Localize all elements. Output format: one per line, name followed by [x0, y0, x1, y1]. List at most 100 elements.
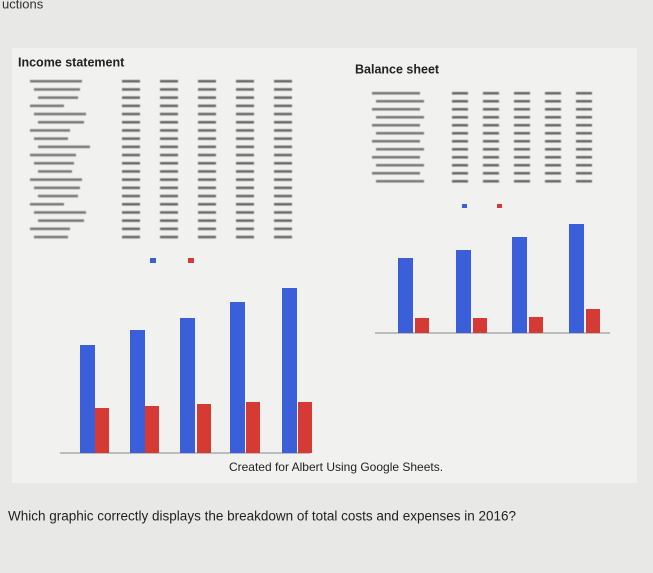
blurred-cell	[274, 170, 292, 173]
blurred-cell	[198, 137, 216, 140]
blurred-cell	[34, 88, 80, 91]
question: Which graphic correctly displays the bre…	[8, 509, 516, 524]
blurred-cell	[198, 104, 216, 108]
blurred-cell	[545, 148, 561, 151]
blurred-cell	[236, 203, 254, 206]
bar	[246, 402, 260, 453]
blurred-cell	[122, 104, 140, 108]
blurred-cell	[236, 88, 254, 91]
blurred-cell	[236, 112, 254, 116]
blurred-cell	[122, 112, 140, 116]
blurred-cell	[236, 211, 254, 214]
bar	[415, 318, 429, 333]
blurred-cell	[160, 219, 178, 222]
blurred-cell	[236, 178, 254, 181]
blurred-cell	[274, 162, 292, 165]
bar	[145, 406, 159, 453]
blurred-cell	[576, 116, 592, 119]
blurred-cell	[514, 156, 530, 159]
blurred-cell	[483, 92, 499, 95]
blurred-cell	[274, 211, 292, 214]
blurred-cell	[160, 145, 178, 149]
bar	[473, 318, 487, 333]
blurred-cell	[236, 96, 254, 99]
legend-swatch	[150, 258, 156, 263]
blurred-cell	[122, 227, 140, 231]
blurred-cell	[198, 186, 216, 190]
caption: Created for Albert Using Google Sheets.	[229, 460, 443, 474]
blurred-cell	[274, 219, 292, 222]
blurred-cell	[514, 100, 530, 103]
bar	[398, 258, 413, 333]
blurred-cell	[376, 132, 424, 135]
blurred-cell	[545, 172, 561, 175]
blurred-cell	[198, 170, 216, 173]
blurred-cell	[236, 153, 254, 157]
bar	[130, 330, 145, 453]
blurred-cell	[372, 124, 420, 127]
bar	[512, 237, 527, 333]
blurred-cell	[376, 116, 424, 119]
blurred-cell	[545, 132, 561, 135]
blurred-cell	[274, 80, 292, 83]
blurred-cell	[576, 148, 592, 151]
blurred-cell	[236, 219, 254, 222]
blurred-cell	[122, 235, 140, 239]
blurred-cell	[452, 172, 468, 175]
left-heading: Income statement	[18, 55, 125, 69]
blurred-cell	[576, 140, 592, 143]
blurred-cell	[198, 153, 216, 157]
blurred-cell	[34, 112, 86, 116]
blurred-cell	[274, 112, 292, 116]
legend-swatch	[462, 204, 467, 208]
blurred-cell	[483, 172, 499, 175]
blurred-cell	[198, 145, 216, 149]
blurred-cell	[376, 100, 424, 103]
blurred-cell	[274, 235, 292, 239]
legend-swatch	[188, 258, 194, 263]
blurred-cell	[236, 145, 254, 149]
blurred-cell	[198, 235, 216, 239]
blurred-cell	[34, 235, 68, 239]
blurred-cell	[545, 116, 561, 119]
blurred-cell	[483, 116, 499, 119]
blurred-cell	[236, 194, 254, 198]
blurred-cell	[274, 88, 292, 91]
blurred-cell	[452, 164, 468, 167]
blurred-cell	[514, 164, 530, 167]
blurred-cell	[160, 227, 178, 231]
blurred-cell	[38, 219, 84, 222]
blurred-cell	[576, 132, 592, 135]
blurred-cell	[160, 186, 178, 190]
blurred-cell	[452, 124, 468, 127]
blurred-cell	[452, 156, 468, 159]
blurred-cell	[372, 140, 420, 143]
blurred-cell	[274, 137, 292, 140]
blurred-cell	[236, 129, 254, 132]
blurred-cell	[198, 162, 216, 165]
blurred-cell	[122, 170, 140, 173]
bar	[180, 318, 195, 453]
blurred-cell	[122, 153, 140, 157]
blurred-cell	[452, 92, 468, 95]
blurred-cell	[274, 203, 292, 206]
blurred-cell	[198, 88, 216, 91]
blurred-cell	[160, 178, 178, 181]
blurred-cell	[122, 186, 140, 190]
blurred-cell	[545, 92, 561, 95]
blurred-cell	[545, 156, 561, 159]
blurred-cell	[198, 227, 216, 231]
blurred-cell	[160, 104, 178, 108]
bar	[529, 317, 543, 333]
blurred-cell	[236, 235, 254, 239]
blurred-cell	[514, 116, 530, 119]
blurred-cell	[236, 162, 254, 165]
blurred-cell	[30, 129, 70, 132]
blurred-cell	[30, 153, 76, 157]
blurred-cell	[274, 104, 292, 108]
blurred-cell	[483, 148, 499, 151]
blurred-cell	[122, 203, 140, 206]
bar	[197, 404, 211, 453]
page-title: uctions	[2, 0, 44, 11]
